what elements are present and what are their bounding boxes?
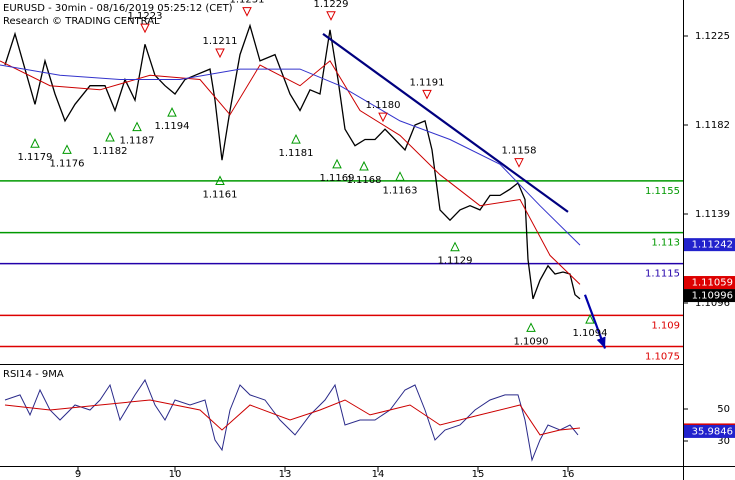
pivot-label: 1.1161 [203,189,238,200]
pivot-label: 1.1191 [410,77,445,88]
price-tag [684,276,735,290]
level-label: 1.1115 [645,269,680,280]
pivot-label: 1.1158 [502,146,537,157]
series-line [4,378,579,462]
y-tick-label: 1.1225 [695,31,730,42]
y-tick-label: 30 [717,436,730,447]
y-tick-label: 1.1139 [695,209,730,220]
series-line [4,399,581,436]
price-tag [684,289,735,303]
level-label: 1.113 [651,238,680,249]
level-label: 1.1155 [645,186,680,197]
pivot-marker [422,89,432,100]
pivot-label: 1.1182 [93,146,128,157]
pivot-marker [242,7,252,17]
price-tag [684,424,735,438]
rsi-title: RSI14 - 9MA [3,369,64,380]
price-tag-label: 1.10996 [692,291,733,302]
series-line [0,64,581,246]
level-label: 1.1075 [645,351,680,362]
pivot-marker [326,11,336,21]
x-tick-label: 9 [75,469,81,480]
pivot-marker [332,158,342,169]
y-tick-label: 50 [717,404,730,415]
price-tag-label: 1.11059 [692,278,733,289]
pivot-label: 1.1187 [120,136,155,147]
pivot-label: 1.1231 [230,0,265,6]
x-tick-label: 16 [562,469,575,480]
pivot-label: 1.1181 [279,148,314,159]
price-tag-label: 35.9846 [692,426,733,437]
pivot-marker [62,144,72,154]
price-tag [684,238,735,252]
pivot-label: 1.1176 [50,158,85,169]
pivot-label: 1.1179 [18,152,53,163]
arrow-head [596,336,606,349]
pivot-marker [140,23,150,34]
x-tick-label: 15 [472,469,485,480]
pivot-marker [291,133,301,144]
pivot-label: 1.1211 [203,36,238,47]
x-tick-label: 10 [169,469,182,480]
series-line [4,23,581,300]
pivot-label: 1.1129 [438,256,473,267]
pivot-label: 1.1163 [383,185,418,196]
pivot-marker [132,121,142,132]
pivot-marker [215,175,225,185]
x-tick-label: 14 [372,469,385,480]
pivot-label: 1.1223 [128,11,163,22]
pivot-marker [395,171,405,181]
level-label: 1.109 [651,320,680,331]
y-tick-label: 1.1096 [695,298,730,309]
pivot-marker [514,158,524,168]
pivot-marker [585,314,595,324]
series-line [322,33,569,213]
pivot-marker [450,241,460,252]
pivot-label: 1.1168 [347,175,382,186]
pivot-marker [30,138,40,148]
pivot-label: 1.1194 [155,121,190,132]
chart-subtitle: Research © TRADING CENTRAL [3,16,160,27]
series-line [0,60,581,285]
pivot-label: 1.1094 [573,328,608,339]
pivot-marker [378,112,388,123]
pivot-marker [526,322,536,332]
pivot-label: 1.1180 [366,100,401,111]
pivot-label: 1.1169 [320,173,355,184]
pivot-marker [215,48,225,59]
price-tag-label: 1.11242 [692,240,733,251]
pivot-marker [359,160,369,171]
x-tick-label: 13 [279,469,292,480]
chart-title: EURUSD - 30min - 08/16/2019 05:25:12 (CE… [3,3,233,14]
pivot-label: 1.1090 [514,336,549,347]
y-tick-label: 1.1182 [695,120,730,131]
pivot-marker [167,107,177,117]
pivot-marker [105,131,115,142]
pivot-label: 1.1229 [314,0,349,10]
